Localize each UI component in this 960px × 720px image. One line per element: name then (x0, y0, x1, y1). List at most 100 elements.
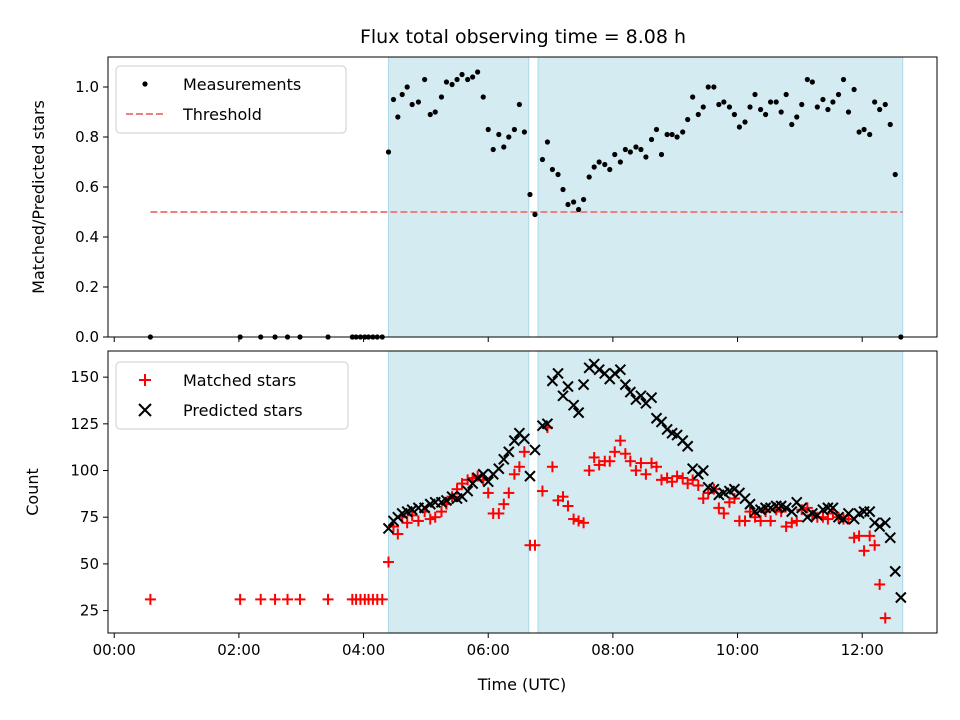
measurement-point (395, 114, 401, 120)
predicted-star-point (541, 418, 554, 430)
measurement-point (664, 131, 670, 138)
measurement-point (617, 159, 623, 165)
measurement-point (861, 126, 867, 133)
measurement-point (516, 101, 522, 108)
measurement-point (809, 79, 815, 85)
matched-star-point (546, 461, 558, 473)
bottom-x-ticks: 00:00 02:00 04:00 06:00 08:00 10:00 12:00 (93, 633, 884, 659)
measurement-point (700, 104, 706, 110)
predicted-star-point (614, 363, 627, 376)
measurement-point (501, 144, 507, 150)
measurement-point (783, 91, 789, 98)
legend-marker-measurements (142, 81, 148, 87)
y-tick-label: 100 (70, 462, 99, 480)
predicted-star-point (552, 367, 564, 380)
measurement-point (560, 186, 566, 193)
predicted-star-point (440, 494, 453, 507)
x-tick-label: 10:00 (716, 641, 759, 659)
matched-stars-layer (144, 422, 891, 624)
measurement-point (680, 129, 686, 135)
top-y-ticks: 0.0 0.2 0.4 0.6 0.8 1.0 (75, 78, 108, 346)
matched-star-point (655, 474, 667, 486)
measurement-point (475, 69, 481, 75)
observing-window-band (387, 56, 530, 338)
matched-star-point (624, 455, 636, 467)
matched-star-point (294, 593, 306, 605)
y-tick-label: 0.8 (75, 128, 99, 146)
measurement-point (758, 106, 764, 113)
measurement-point (415, 99, 422, 105)
x-tick-label: 02:00 (217, 641, 260, 659)
measurement-point (521, 129, 527, 135)
measurement-point (653, 126, 660, 133)
top-x-ticks (113, 337, 863, 342)
matched-star-point (583, 465, 595, 477)
measurement-point (830, 99, 836, 105)
measurement-point (459, 71, 465, 78)
measurement-point (872, 99, 878, 105)
matched-star-point (864, 530, 876, 542)
matched-star-point (234, 593, 246, 605)
matched-star-point (588, 451, 600, 463)
measurement-point (438, 94, 445, 100)
predicted-star-point (503, 446, 515, 458)
predicted-star-point (609, 367, 621, 380)
matched-star-point (562, 500, 574, 512)
measurement-point (580, 196, 587, 203)
predicted-star-point (567, 399, 580, 411)
matched-star-point (401, 517, 413, 529)
measurement-point (485, 126, 491, 133)
measurement-point (633, 144, 639, 150)
measurement-point (511, 126, 517, 133)
matched-star-point (853, 530, 865, 542)
measurement-point (432, 109, 438, 115)
y-tick-label: 0.2 (75, 278, 99, 296)
matched-star-point (255, 593, 267, 605)
matched-star-point (739, 515, 751, 527)
measurement-point (742, 119, 748, 125)
matched-star-point (456, 478, 468, 490)
matched-star-point (282, 593, 294, 605)
measurement-point (648, 136, 655, 143)
matched-star-point (677, 472, 689, 484)
matched-star-point (692, 479, 704, 491)
matched-star-point (573, 515, 585, 527)
predicted-star-point (493, 462, 505, 475)
measurement-point (532, 211, 538, 218)
bottom-y-axis-label: Count (23, 468, 42, 516)
measurement-point (465, 76, 471, 83)
predicted-star-point (759, 502, 772, 514)
matched-star-point (858, 545, 870, 557)
matched-star-point (392, 528, 404, 540)
predicted-star-point (406, 504, 418, 516)
measurement-point (390, 96, 397, 103)
legend-label-predicted-stars: Predicted stars (183, 401, 303, 420)
predicted-star-point (593, 363, 605, 376)
legend-marker-predicted-stars (138, 403, 152, 417)
bottom-y-ticks: 25 50 75 100 125 150 (70, 368, 108, 620)
measurement-point (716, 101, 722, 108)
bottom-legend: Matched stars Predicted stars (115, 361, 349, 430)
matched-star-point (322, 593, 334, 605)
matched-star-point (557, 491, 569, 503)
matched-star-point (604, 455, 616, 467)
measurement-point (555, 171, 561, 178)
matched-star-point (848, 532, 860, 544)
predicted-star-point (827, 502, 839, 514)
measurement-point (480, 94, 486, 100)
predicted-star-point (681, 440, 694, 452)
top-legend: Measurements Threshold (115, 65, 347, 134)
measurement-point (422, 76, 428, 83)
measurement-point (449, 81, 455, 88)
matched-star-point (529, 539, 541, 551)
measurement-point (658, 151, 665, 158)
measurement-point (470, 74, 476, 80)
predicted-star-point (655, 416, 668, 428)
measurement-point (506, 134, 512, 140)
measurement-point (731, 111, 738, 118)
measurement-point (762, 111, 769, 118)
predicted-star-point (624, 386, 637, 398)
top-y-axis-label: Matched/Predicted stars (29, 100, 48, 294)
measurement-point (674, 134, 680, 140)
top-axes-frame (107, 56, 938, 338)
